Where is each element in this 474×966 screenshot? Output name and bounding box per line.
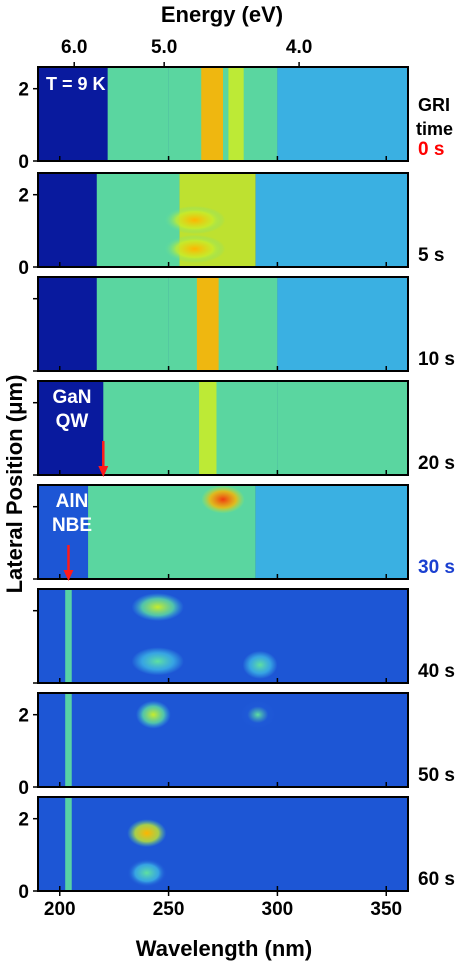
emission-line bbox=[201, 67, 223, 161]
panel-3: 20 s bbox=[33, 380, 455, 476]
emission-line bbox=[65, 797, 72, 891]
time-label: 50 s bbox=[418, 765, 455, 786]
y-tick-label: 0 bbox=[18, 152, 29, 173]
y-tick-label: 2 bbox=[18, 810, 29, 831]
emission-line bbox=[199, 381, 217, 475]
intensity-band bbox=[38, 173, 97, 267]
time-label: 0 s bbox=[418, 139, 444, 160]
emission-spot bbox=[127, 858, 167, 887]
emission-line bbox=[196, 277, 219, 371]
intensity-band bbox=[38, 797, 408, 891]
emission-line bbox=[65, 693, 72, 787]
emission-spot bbox=[201, 485, 245, 514]
panel-frame bbox=[37, 588, 409, 684]
panel-frame bbox=[37, 66, 409, 162]
intensity-band bbox=[277, 277, 408, 371]
panel-6: 0 2 50 s bbox=[18, 692, 455, 799]
top-tick-label: 6.0 bbox=[61, 37, 87, 58]
panel-0: 0 2 0 s bbox=[18, 66, 444, 173]
time-label: 60 s bbox=[418, 869, 455, 890]
panel-frame bbox=[37, 276, 409, 372]
x-tick-label: 300 bbox=[262, 899, 294, 920]
annotations: T = 9 K GaN QW AlN NBE bbox=[46, 74, 109, 581]
time-label: 5 s bbox=[418, 245, 444, 266]
time-label: 30 s bbox=[418, 557, 455, 578]
panel-frame bbox=[37, 172, 409, 268]
y-tick-label: 0 bbox=[18, 778, 29, 799]
y-tick-label: 2 bbox=[18, 80, 29, 101]
emission-spot bbox=[240, 700, 276, 729]
gri-time-header-line2: time bbox=[416, 119, 453, 139]
intensity-band bbox=[255, 173, 408, 267]
emission-line bbox=[65, 589, 72, 683]
panel-4: 30 s bbox=[33, 484, 455, 580]
panel-1: 0 2 5 s bbox=[18, 172, 444, 279]
top-tick-label: 4.0 bbox=[286, 37, 312, 58]
intensity-band bbox=[38, 485, 89, 579]
x-axis-title: Wavelength (nm) bbox=[136, 936, 312, 961]
panel-frame bbox=[37, 796, 409, 892]
time-label: 20 s bbox=[418, 453, 455, 474]
top-axis-ticks: 6.0 5.0 4.0 bbox=[61, 37, 312, 67]
annotation-text: GaN bbox=[52, 387, 91, 408]
intensity-band bbox=[38, 589, 408, 683]
annotation-text: NBE bbox=[52, 515, 92, 536]
panel-7: 0 2 60 s bbox=[18, 796, 455, 903]
emission-spot bbox=[131, 647, 184, 676]
y-axis-title: Lateral Position (μm) bbox=[2, 375, 27, 594]
intensity-band bbox=[96, 277, 169, 371]
x-tick-label: 200 bbox=[44, 899, 76, 920]
intensity-band bbox=[38, 277, 97, 371]
panel-frame bbox=[37, 380, 409, 476]
top-tick-label: 5.0 bbox=[151, 37, 177, 58]
annotation-text: QW bbox=[56, 411, 89, 432]
intensity-band bbox=[277, 381, 408, 475]
panel-2: 10 s bbox=[33, 276, 455, 372]
arrow-head bbox=[98, 466, 109, 477]
emission-spot bbox=[164, 206, 226, 234]
panel-5: 40 s bbox=[33, 588, 455, 684]
top-axis-title: Energy (eV) bbox=[161, 2, 283, 27]
x-tick-label: 250 bbox=[153, 899, 185, 920]
intensity-band bbox=[38, 381, 104, 475]
intensity-band bbox=[38, 693, 408, 787]
y-tick-label: 2 bbox=[18, 706, 29, 727]
emission-spot bbox=[242, 650, 278, 679]
y-tick-label: 0 bbox=[18, 882, 29, 903]
emission-spot bbox=[135, 700, 171, 729]
intensity-band bbox=[103, 381, 278, 475]
time-label: 40 s bbox=[418, 661, 455, 682]
intensity-band bbox=[277, 67, 408, 161]
x-axis-ticks: 200 250 300 350 bbox=[44, 891, 402, 920]
temperature-note: T = 9 K bbox=[46, 74, 106, 94]
emission-line bbox=[228, 67, 244, 161]
intensity-band bbox=[168, 277, 278, 371]
gri-time-header-line1: GRI bbox=[418, 95, 450, 115]
emission-spot bbox=[131, 593, 184, 622]
panel-frame bbox=[37, 692, 409, 788]
intensity-band bbox=[255, 485, 408, 579]
arrow-head bbox=[63, 570, 74, 581]
y-tick-label: 2 bbox=[18, 186, 29, 207]
annotation-text: AlN bbox=[56, 491, 89, 512]
time-label: 10 s bbox=[418, 349, 455, 370]
x-tick-label: 350 bbox=[370, 899, 402, 920]
emission-spot bbox=[127, 819, 167, 848]
emission-spot bbox=[164, 234, 226, 263]
intensity-band bbox=[107, 67, 169, 161]
y-tick-label: 0 bbox=[18, 258, 29, 279]
intensity-band bbox=[38, 67, 108, 161]
panel-frame bbox=[37, 484, 409, 580]
